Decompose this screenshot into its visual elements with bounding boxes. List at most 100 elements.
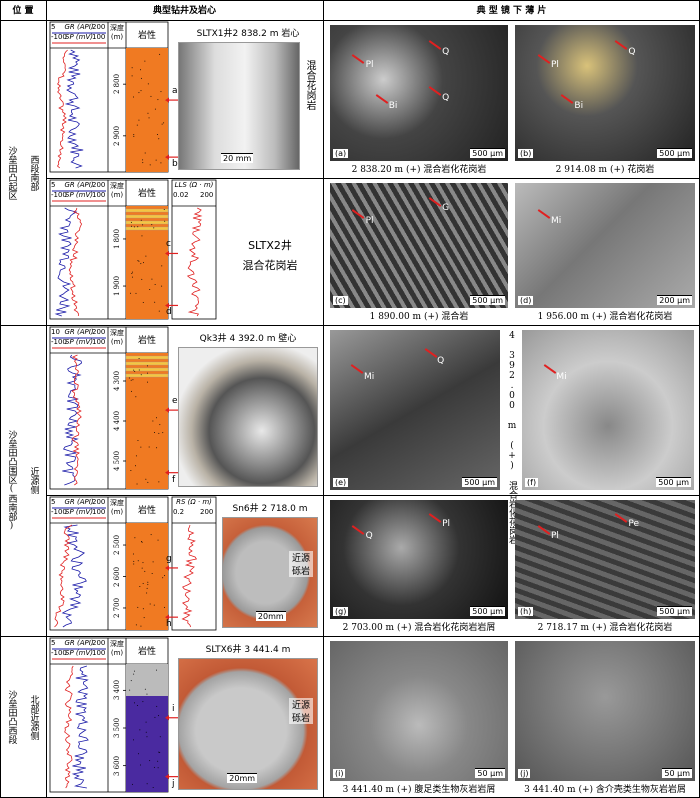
- mineral-arrow: [428, 196, 442, 207]
- core-title: SLTX1井2 838.2 m 岩心: [196, 29, 300, 39]
- mineral-label: G: [442, 203, 450, 213]
- extra-frame: [171, 496, 217, 631]
- group-location: 沙垒田凸起区: [6, 145, 17, 200]
- lithology-dot: [139, 585, 141, 587]
- core-title: Sn6井 2 718.0 m: [232, 504, 308, 514]
- lithology-dot: [132, 379, 134, 381]
- section-scale: 500 μm: [462, 477, 497, 487]
- depth-label: 深度 (m): [110, 329, 124, 346]
- lithology-dot: [131, 783, 133, 785]
- gr-curve: [62, 354, 83, 486]
- lithology-dot: [135, 396, 137, 398]
- lithology-dot: [160, 91, 162, 93]
- section-caption: 2 703.00 m (+) 混合岩化花岗岩岩屑: [342, 623, 496, 633]
- lithology-label: 岩性: [137, 336, 156, 346]
- gr-min: 10: [51, 328, 60, 336]
- lithology-band: [125, 361, 169, 366]
- section-tag: (h): [518, 607, 534, 616]
- depth-value: 3 400: [113, 680, 121, 701]
- lithology-dot: [140, 263, 142, 265]
- mineral-label: Q: [437, 355, 445, 366]
- sp-curve: [71, 354, 82, 486]
- section-caption: 2 838.20 m (+) 混合岩化花岗岩: [351, 165, 487, 175]
- lithology-dot: [162, 432, 164, 434]
- mineral-arrow: [428, 86, 442, 97]
- lithology-dot: [133, 369, 135, 371]
- lithology-dot: [130, 221, 132, 223]
- thin-section: (c) 500 μm Pl G: [330, 183, 508, 308]
- gr-min: 5: [51, 639, 56, 647]
- thin-section: (g) 500 μm Q Pl: [330, 500, 508, 619]
- depth-value: 4 300: [113, 370, 121, 392]
- header-sections: 典 型 镜 下 薄 片: [476, 6, 547, 16]
- mineral-arrow: [560, 94, 574, 105]
- lithology-dot: [133, 135, 135, 137]
- sp-curve: [54, 524, 73, 628]
- lithology: [126, 48, 168, 172]
- lithology-dot: [130, 390, 132, 392]
- core-title: SLTX2井: [248, 238, 292, 252]
- gr-curve: [61, 524, 87, 628]
- lithology-dot: [133, 670, 135, 672]
- lithology-dot: [140, 540, 142, 542]
- mineral-label: Pl: [551, 530, 559, 541]
- lithology-dot: [137, 606, 139, 608]
- marker-letter: f: [172, 474, 176, 485]
- lithology-dot: [153, 604, 155, 606]
- mineral-label: Bi: [574, 101, 584, 112]
- lithology-dot: [131, 271, 133, 273]
- section-scale: 500 μm: [470, 148, 505, 158]
- sp-min: -100: [51, 191, 67, 199]
- gr-max: 200: [92, 639, 106, 647]
- lithology-dot: [157, 715, 159, 717]
- lithology-dot: [148, 117, 150, 119]
- gr-min: 5: [51, 181, 56, 189]
- lithology-dot: [140, 219, 142, 221]
- lithology-dot: [128, 377, 130, 379]
- lithology-dot: [160, 162, 162, 164]
- lithology-dot: [129, 689, 131, 691]
- lithology-dot: [163, 209, 165, 211]
- marker-letter: j: [172, 778, 175, 789]
- thin-section: (a) 500 μm Pl Q Bi Q: [330, 25, 508, 161]
- mineral-label: Q: [442, 93, 450, 103]
- lithology-dot: [144, 60, 146, 62]
- lithology-dot: [156, 705, 158, 707]
- lithology-dot: [140, 90, 142, 92]
- thin-section: (e) 500 μm Mi Q: [330, 330, 500, 490]
- lithology-dot: [159, 736, 161, 738]
- mineral-label: Pl: [442, 519, 451, 530]
- lithology-dot: [153, 766, 155, 768]
- depth-value: 2 700: [113, 597, 121, 618]
- lithology-dot: [154, 284, 156, 286]
- mineral-label: Pl: [365, 60, 374, 71]
- mineral-arrow: [352, 524, 365, 535]
- depth-value: 1 900: [113, 276, 121, 297]
- section-caption: 1 956.00 m (+) 混合岩化花岗岩: [537, 312, 673, 322]
- mineral-label: Mi: [556, 371, 567, 382]
- lithology-dot: [135, 455, 137, 457]
- rule: [46, 0, 47, 798]
- lithology-dot: [144, 152, 146, 154]
- lithology-dot: [157, 760, 159, 762]
- section-caption: 3 441.40 m (+) 腹足类生物灰岩岩屑: [342, 785, 496, 795]
- mineral-arrow: [614, 40, 628, 50]
- mineral-arrow: [543, 364, 556, 375]
- core-title: SLTX6井 3 441.4 m: [205, 645, 291, 655]
- lithology-dot: [155, 669, 157, 671]
- sp-max: 100: [92, 338, 106, 346]
- lithology-dot: [133, 673, 135, 675]
- lithology-top: [126, 664, 168, 696]
- lithology-dot: [132, 96, 134, 98]
- gr-label: GR (API): [64, 639, 94, 647]
- depth-value: 4 500: [113, 450, 121, 472]
- well-log: [49, 179, 217, 320]
- depth-value: 2 900: [113, 125, 121, 146]
- sp-min: -100: [51, 33, 67, 41]
- section-caption: 2 914.08 m (+) 花岗岩: [555, 165, 655, 175]
- core-note: 近源砾岩: [289, 550, 313, 577]
- marker-letter: i: [172, 703, 175, 714]
- marker-arrowhead: [165, 154, 169, 160]
- lithology-dot: [144, 688, 146, 690]
- lithology-dot: [138, 358, 140, 360]
